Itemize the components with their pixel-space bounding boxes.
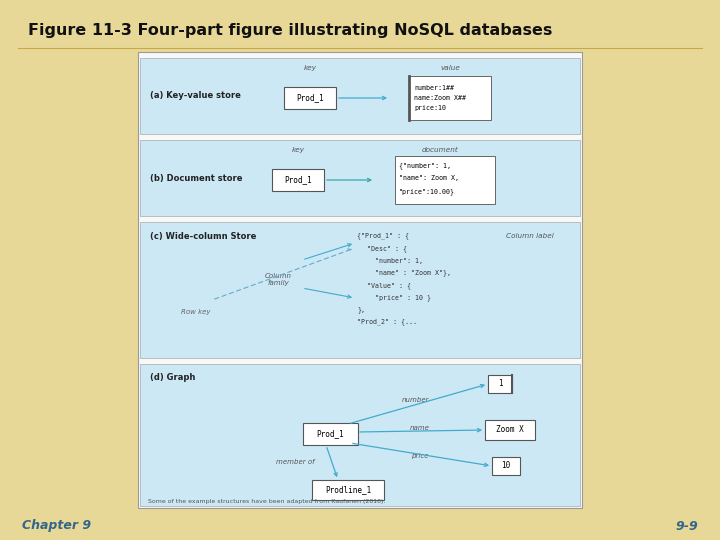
Text: Prod_1: Prod_1 — [316, 429, 344, 438]
Bar — [272, 169, 324, 191]
Bar — [485, 420, 535, 440]
Text: "Desc" : {: "Desc" : { — [367, 246, 407, 252]
Text: "name": Zoom X,: "name": Zoom X, — [399, 175, 459, 181]
Text: (b) Document store: (b) Document store — [150, 173, 243, 183]
Bar — [140, 222, 580, 358]
Text: "Prod_2" : {...: "Prod_2" : {... — [357, 319, 417, 326]
Text: Row key: Row key — [181, 309, 211, 315]
Text: {"number": 1,: {"number": 1, — [399, 163, 451, 170]
Text: Prod_1: Prod_1 — [284, 176, 312, 185]
Text: number:1##: number:1## — [414, 85, 454, 91]
Text: Zoom X: Zoom X — [496, 426, 524, 435]
Text: value: value — [440, 65, 460, 71]
Bar — [302, 423, 358, 445]
Text: Column
family: Column family — [264, 273, 292, 287]
Text: Some of the example structures have been adapted from Kaufanen (2010).: Some of the example structures have been… — [148, 498, 385, 503]
Bar — [140, 140, 580, 216]
Text: Chapter 9: Chapter 9 — [22, 519, 91, 532]
Text: price: price — [411, 453, 428, 459]
Text: {"Prod_1" : {: {"Prod_1" : { — [357, 233, 409, 239]
Text: },: }, — [357, 307, 365, 313]
Text: 10: 10 — [501, 462, 510, 470]
Text: Figure 11-3 Four-part figure illustrating NoSQL databases: Figure 11-3 Four-part figure illustratin… — [28, 23, 552, 37]
Bar — [409, 76, 491, 120]
Bar — [312, 480, 384, 500]
Bar — [395, 156, 495, 204]
Text: key: key — [292, 147, 305, 153]
Text: 9-9: 9-9 — [675, 519, 698, 532]
Text: (a) Key-value store: (a) Key-value store — [150, 91, 241, 100]
Text: member of: member of — [276, 459, 315, 465]
Bar — [284, 87, 336, 109]
Text: 1: 1 — [498, 380, 503, 388]
Text: "price" : 10 }: "price" : 10 } — [375, 295, 431, 301]
Text: (d) Graph: (d) Graph — [150, 374, 195, 382]
Bar — [140, 58, 580, 134]
Text: Prod_1: Prod_1 — [296, 93, 324, 103]
Text: number: number — [401, 397, 428, 403]
Text: "name" : "Zoom X"},: "name" : "Zoom X"}, — [375, 269, 451, 276]
Text: key: key — [304, 65, 317, 71]
Text: price:10: price:10 — [414, 105, 446, 111]
Text: "Value" : {: "Value" : { — [367, 282, 411, 289]
Text: Prodline_1: Prodline_1 — [325, 485, 371, 495]
Bar — [492, 457, 520, 475]
Bar — [140, 364, 580, 506]
Text: name:Zoom X##: name:Zoom X## — [414, 95, 466, 101]
Text: (c) Wide-column Store: (c) Wide-column Store — [150, 232, 256, 240]
Text: "number": 1,: "number": 1, — [375, 258, 423, 264]
Text: document: document — [422, 147, 459, 153]
Bar — [488, 375, 512, 393]
Text: name: name — [410, 425, 430, 431]
Text: "price":10.00}: "price":10.00} — [399, 188, 455, 195]
Text: Column label: Column label — [506, 233, 554, 239]
Bar — [138, 52, 582, 508]
